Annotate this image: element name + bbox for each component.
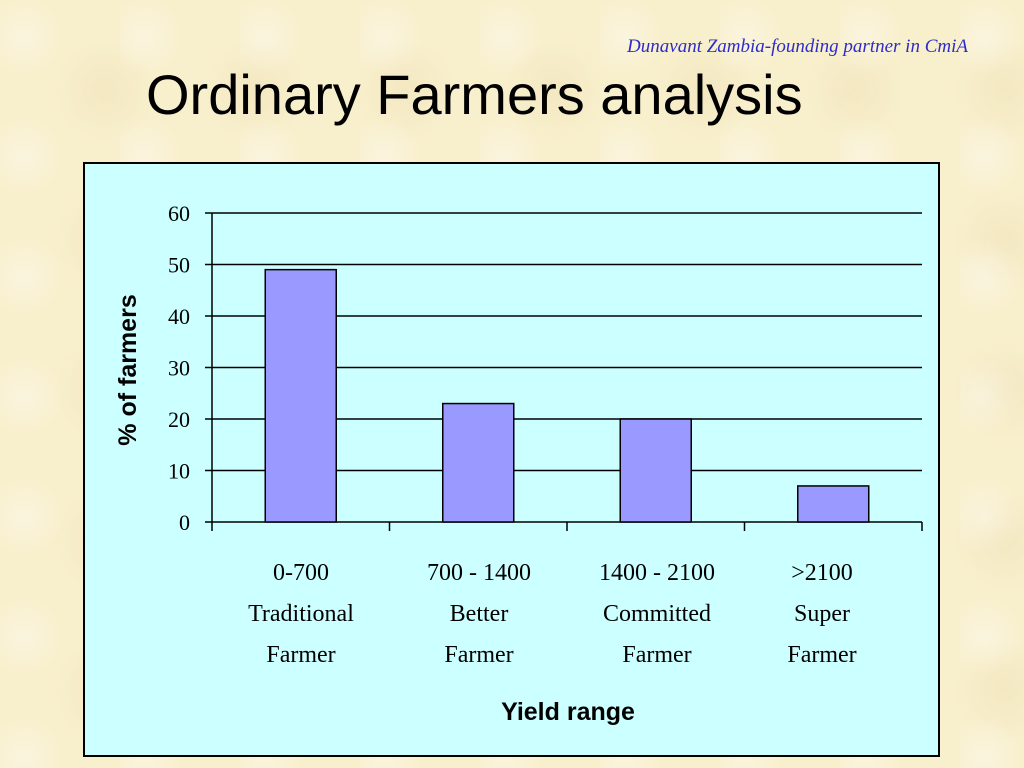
bar — [264, 268, 337, 523]
x-category-label: >2100 Super Farmer — [787, 560, 856, 668]
y-tick-label: 60 — [168, 201, 190, 226]
slide-subtitle: Dunavant Zambia-founding partner in CmiA — [627, 36, 968, 57]
y-tick-label: 40 — [168, 304, 190, 329]
x-category-label: 0-700 Traditional Farmer — [248, 560, 354, 668]
x-category-label: 1400 - 2100 Committed Farmer — [599, 560, 715, 668]
y-tick-label: 10 — [168, 459, 190, 484]
bar — [619, 418, 692, 523]
x-category-label: 700 - 1400 Better Farmer — [427, 560, 531, 668]
bar — [797, 485, 870, 523]
y-tick-label: 30 — [168, 356, 190, 381]
bar — [442, 402, 515, 523]
y-tick-label: 20 — [168, 407, 190, 432]
y-axis-title: % of farmers — [114, 294, 142, 445]
y-tick-label: 50 — [168, 253, 190, 278]
y-tick-label: 0 — [179, 510, 190, 535]
x-axis-title: Yield range — [501, 698, 635, 726]
slide-title: Ordinary Farmers analysis — [146, 63, 803, 126]
